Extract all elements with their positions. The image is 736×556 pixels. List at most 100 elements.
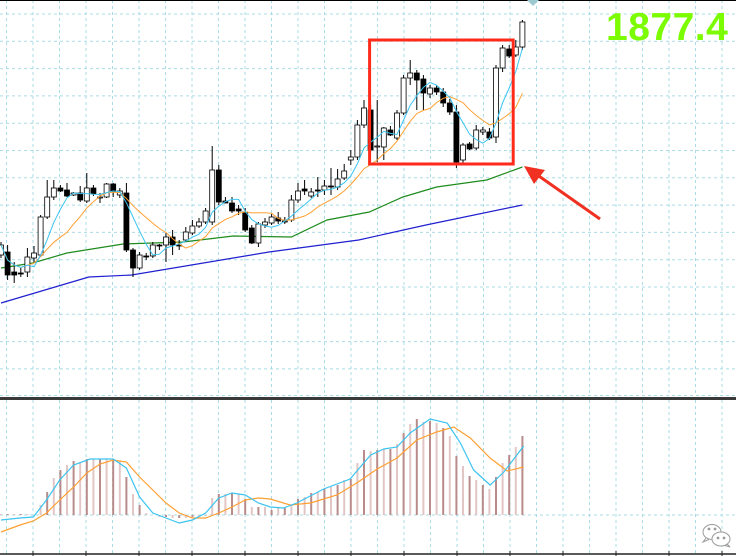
candle <box>17 268 24 277</box>
candle <box>4 245 11 280</box>
candle <box>308 188 315 198</box>
candle <box>347 150 354 165</box>
candle <box>136 252 143 270</box>
candle <box>433 85 440 95</box>
candle-body-bull <box>136 254 143 269</box>
candle <box>407 60 414 85</box>
candle-body-bull <box>400 77 407 114</box>
candle-body-bull <box>44 196 51 218</box>
candle-body-bull <box>321 185 328 191</box>
candle-body-bull <box>255 223 262 244</box>
candle-body-bull <box>268 216 275 224</box>
candle-body-bull <box>354 124 361 158</box>
moving-averages-short <box>0 48 523 268</box>
candle <box>169 230 176 255</box>
candle-body-bull <box>394 112 400 139</box>
wechat-watermark-icon <box>701 524 731 548</box>
candle <box>268 214 275 225</box>
candle <box>328 168 334 195</box>
candle <box>499 45 506 72</box>
ma-green-line <box>0 166 523 269</box>
ma-cyan-line <box>0 48 523 268</box>
candle <box>31 246 37 262</box>
candle <box>460 143 466 165</box>
candle <box>519 20 526 50</box>
candle-body-bear <box>215 169 222 203</box>
annotations <box>368 38 601 221</box>
candle-body-bull <box>209 169 216 223</box>
candle-body-bear <box>314 189 321 192</box>
candle-body-bull <box>31 252 37 259</box>
current-price-label: 1877.4 <box>606 6 729 49</box>
candle <box>156 244 163 250</box>
candle-body-bear <box>123 192 130 251</box>
candle <box>64 183 70 197</box>
candle-body-bull <box>493 67 499 138</box>
scroll-marker-icon[interactable] <box>527 0 539 6</box>
candle <box>301 180 308 195</box>
candle <box>196 218 202 228</box>
candle <box>427 85 433 98</box>
candle-body-bull <box>499 47 506 69</box>
signal-line <box>0 426 524 533</box>
candle <box>374 100 381 162</box>
candle <box>215 165 222 205</box>
candle-body-bear <box>248 227 255 244</box>
candle-body-bear <box>64 189 70 197</box>
candle <box>149 242 156 258</box>
candle <box>387 126 394 136</box>
candle-body-bear <box>143 255 150 258</box>
candle-body-bull <box>50 187 57 198</box>
candle <box>354 120 361 160</box>
candle-body-bull <box>83 187 90 202</box>
candle-body-bear <box>156 244 163 247</box>
candle-body-bull <box>341 170 348 179</box>
candle <box>493 65 499 143</box>
candle <box>83 173 90 203</box>
candle-body-bear <box>506 48 513 57</box>
candle <box>50 180 57 200</box>
candle-body-bull <box>97 196 103 199</box>
ma-orange-line <box>0 93 523 268</box>
candle <box>380 127 387 160</box>
candle-body-bull <box>460 144 466 161</box>
candle-body-bear <box>229 202 235 212</box>
highlight-box <box>368 38 515 166</box>
arrow-shaft <box>535 172 601 221</box>
candle <box>255 222 262 247</box>
time-axis-ticks <box>32 551 723 556</box>
candle-body-bear <box>11 271 18 276</box>
candle <box>420 75 427 110</box>
candle <box>130 248 136 277</box>
macd-line <box>0 418 525 524</box>
candle-body-bull <box>427 87 433 95</box>
panel-separator[interactable] <box>0 397 736 400</box>
arrow-head-icon <box>524 166 545 184</box>
candle-body-bull <box>37 216 44 256</box>
candle-body-bull <box>196 221 202 227</box>
candle <box>123 183 130 252</box>
candle-body-bear <box>453 111 460 163</box>
candle-body-bear <box>4 251 11 276</box>
candle <box>202 208 209 224</box>
candle-body-bear <box>328 185 334 188</box>
candle <box>57 185 64 192</box>
moving-averages-long <box>0 166 523 304</box>
candle <box>295 183 301 203</box>
candle-body-bull <box>163 236 169 246</box>
candle <box>321 180 328 195</box>
candle-body-bear <box>466 143 473 150</box>
candle-body-bear <box>17 272 24 275</box>
candle-body-bear <box>301 188 308 192</box>
candle <box>394 110 400 140</box>
candle-body-bull <box>103 183 110 198</box>
candle-body-bull <box>519 21 526 48</box>
candle <box>248 225 255 244</box>
candle-body-bull <box>182 231 189 241</box>
candle <box>189 220 196 235</box>
candle-body-bull <box>479 129 486 133</box>
candle <box>506 45 513 58</box>
candle-body-bear <box>77 192 84 201</box>
candle-body-bear <box>433 87 440 93</box>
